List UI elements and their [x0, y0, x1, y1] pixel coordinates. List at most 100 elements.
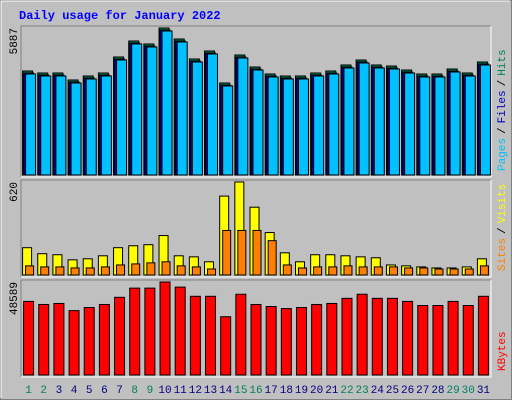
x-tick-label: 12: [189, 385, 202, 397]
bar: [313, 75, 325, 176]
bar: [282, 78, 294, 176]
bar: [341, 297, 353, 376]
x-tick-label: 13: [204, 385, 217, 397]
bar: [220, 316, 232, 376]
bar: [116, 59, 128, 176]
bar: [40, 75, 52, 176]
x-tick-label: 11: [174, 385, 188, 397]
bar: [159, 281, 171, 376]
legend: Pages / Files / Hits: [497, 49, 509, 171]
bar: [114, 296, 126, 376]
x-tick-label: 30: [462, 385, 475, 397]
bar: [189, 295, 201, 376]
bar: [402, 300, 414, 376]
bar: [116, 264, 126, 276]
bar: [53, 302, 65, 376]
x-tick-label: 27: [416, 385, 429, 397]
chart-title: Daily usage for January 2022: [19, 9, 221, 23]
legend-entry: KBytes: [497, 331, 509, 371]
bar: [191, 61, 203, 176]
legend: KBytes: [497, 331, 509, 371]
plot-bevel: [20, 179, 491, 277]
bar: [129, 287, 141, 376]
bar: [295, 307, 307, 376]
x-tick-label: 24: [371, 385, 385, 397]
plot-bevel: [20, 279, 491, 377]
bar: [98, 303, 110, 376]
bar: [131, 263, 141, 276]
bar: [313, 266, 323, 276]
bar: [250, 303, 262, 376]
x-tick-label: 17: [265, 385, 278, 397]
bar: [434, 268, 444, 276]
bar: [55, 266, 65, 276]
legend-entry: Pages: [497, 138, 509, 171]
bar: [38, 303, 50, 376]
bar: [161, 30, 173, 176]
bar: [222, 85, 234, 176]
bar: [328, 73, 340, 176]
bar: [252, 69, 264, 176]
bar: [176, 265, 186, 276]
bar: [432, 305, 444, 376]
bar: [311, 303, 323, 376]
bar: [464, 75, 476, 176]
x-tick-label: 2: [40, 385, 47, 397]
y-tick-label: 48589: [9, 282, 21, 315]
bar: [25, 73, 37, 176]
x-tick-label: 9: [147, 385, 154, 397]
bar: [70, 267, 80, 276]
bar: [479, 64, 491, 176]
legend: Sites / Visits: [497, 184, 509, 271]
bar: [371, 297, 383, 376]
x-tick-label: 29: [446, 385, 459, 397]
bar: [83, 307, 95, 376]
x-tick-label: 14: [219, 385, 233, 397]
bar: [70, 82, 82, 176]
x-tick-label: 16: [249, 385, 262, 397]
bar: [222, 229, 232, 276]
legend-separator: /: [497, 80, 509, 87]
plot-bevel: [21, 180, 492, 278]
bar: [174, 286, 186, 376]
x-tick-label: 26: [401, 385, 414, 397]
x-tick-label: 4: [71, 385, 78, 397]
bar: [267, 240, 277, 276]
bar: [68, 310, 80, 376]
x-tick-label: 19: [295, 385, 308, 397]
bar: [419, 76, 431, 176]
bar: [462, 305, 474, 376]
bar: [191, 266, 201, 276]
bar: [85, 78, 97, 176]
legend-entry: Hits: [497, 49, 509, 75]
bar: [388, 266, 398, 276]
plot-bevel: [20, 25, 491, 177]
x-tick-label: 5: [86, 385, 93, 397]
legend-separator: /: [497, 227, 509, 234]
x-tick-label: 8: [131, 385, 138, 397]
legend-entry: Sites: [497, 238, 509, 271]
bar: [40, 266, 50, 276]
plot-bevel: [21, 26, 492, 178]
bar: [235, 293, 247, 376]
bar: [176, 41, 188, 176]
bar: [373, 266, 383, 276]
x-tick-label: 22: [340, 385, 353, 397]
bar: [477, 295, 489, 376]
bar: [280, 308, 292, 376]
x-tick-label: 20: [310, 385, 323, 397]
bar: [447, 300, 459, 376]
bar: [479, 265, 489, 276]
bar: [297, 267, 307, 276]
bar: [343, 67, 355, 176]
x-tick-label: 21: [325, 385, 339, 397]
bar: [388, 68, 400, 176]
bar: [55, 75, 67, 176]
bar: [282, 264, 292, 276]
x-tick-label: 7: [116, 385, 123, 397]
legend-entry: Files: [497, 90, 509, 123]
x-tick-label: 15: [234, 385, 247, 397]
bar: [464, 268, 474, 276]
bar: [237, 57, 249, 176]
